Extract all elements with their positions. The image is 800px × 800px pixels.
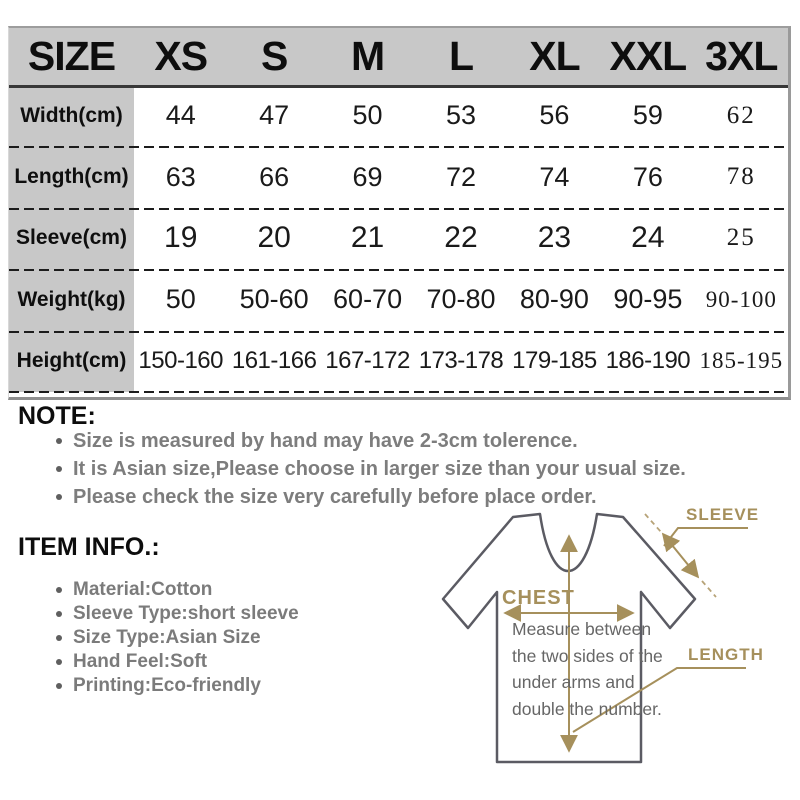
weight-l: 70-80 — [414, 269, 508, 331]
row-label-width: Width(cm) — [9, 85, 134, 147]
note-item: Please check the size very carefully bef… — [56, 483, 686, 511]
row-label-sleeve: Sleeve(cm) — [9, 207, 134, 270]
sleeve-m: 21 — [320, 207, 415, 270]
item-info-item: Printing:Eco-friendly — [56, 674, 299, 698]
note-list: Size is measured by hand may have 2-3cm … — [56, 427, 686, 511]
row-label-length: Length(cm) — [9, 146, 134, 208]
length-label: LENGTH — [688, 645, 764, 664]
height-l: 173-178 — [414, 330, 508, 392]
sleeve-3xl: 25 — [694, 207, 788, 270]
size-table-header-size: SIZE — [9, 28, 134, 85]
item-info-item: Sleeve Type:short sleeve — [56, 602, 299, 626]
length-m: 69 — [320, 146, 415, 208]
width-l: 53 — [414, 85, 508, 147]
sleeve-s: 20 — [227, 207, 321, 270]
length-s: 66 — [227, 146, 321, 208]
item-info-heading: ITEM INFO.: — [18, 533, 160, 561]
weight-3xl: 90-100 — [694, 269, 788, 331]
length-leader-line — [572, 667, 746, 733]
note-item: It is Asian size,Please choose in larger… — [56, 455, 686, 483]
row-label-weight: Weight(kg) — [9, 269, 134, 331]
size-table-header-l: L — [414, 28, 508, 85]
width-s: 47 — [227, 85, 321, 147]
weight-xxl: 90-95 — [601, 269, 695, 331]
height-xxl: 186-190 — [601, 330, 695, 392]
height-xl: 179-185 — [507, 330, 602, 392]
sleeve-xxl: 24 — [601, 207, 695, 270]
sleeve-arrow-dash-top — [644, 513, 662, 533]
size-table-header-s: S — [227, 28, 321, 85]
item-info-item: Hand Feel:Soft — [56, 650, 299, 674]
row-label-height: Height(cm) — [9, 330, 134, 392]
tshirt-outline-icon — [441, 512, 697, 764]
chest-label: CHEST — [502, 587, 575, 609]
width-m: 50 — [320, 85, 415, 147]
length-3xl: 78 — [694, 146, 788, 208]
note-heading: NOTE: — [18, 402, 96, 430]
sleeve-leader-line — [663, 527, 748, 547]
size-table-header-xl: XL — [507, 28, 602, 85]
height-m: 167-172 — [320, 330, 415, 392]
weight-xs: 50 — [134, 269, 228, 331]
length-xxl: 76 — [601, 146, 695, 208]
height-s: 161-166 — [227, 330, 321, 392]
length-l: 72 — [414, 146, 508, 208]
sleeve-xs: 19 — [134, 207, 228, 270]
sleeve-l: 22 — [414, 207, 508, 270]
length-xs: 63 — [134, 146, 228, 208]
item-info-item: Size Type:Asian Size — [56, 626, 299, 650]
size-table: SIZE XS S M L XL XXL 3XL Width(cm) 44 47… — [8, 26, 791, 400]
weight-xl: 80-90 — [507, 269, 602, 331]
width-xs: 44 — [134, 85, 228, 147]
sleeve-arrow-dash-bottom — [701, 580, 717, 598]
size-table-header-xs: XS — [134, 28, 228, 85]
measure-instruction-text: Measure between the two sides of the und… — [512, 619, 663, 719]
width-xxl: 59 — [601, 85, 695, 147]
size-table-header-3xl: 3XL — [694, 28, 788, 85]
size-table-header-m: M — [320, 28, 415, 85]
sleeve-xl: 23 — [507, 207, 602, 270]
item-info-item: Material:Cotton — [56, 578, 299, 602]
height-xs: 150-160 — [134, 330, 228, 392]
height-3xl: 185-195 — [694, 330, 788, 392]
length-xl: 74 — [507, 146, 602, 208]
weight-m: 60-70 — [320, 269, 415, 331]
note-item: Size is measured by hand may have 2-3cm … — [56, 427, 686, 455]
item-info-list: Material:Cotton Sleeve Type:short sleeve… — [56, 578, 299, 698]
weight-s: 50-60 — [227, 269, 321, 331]
size-table-header-xxl: XXL — [601, 28, 695, 85]
width-3xl: 62 — [694, 85, 788, 147]
tshirt-measure-diagram: CHEST SLEEVE LENGTH — [441, 505, 764, 764]
width-xl: 56 — [507, 85, 602, 147]
sleeve-label: SLEEVE — [686, 505, 759, 524]
